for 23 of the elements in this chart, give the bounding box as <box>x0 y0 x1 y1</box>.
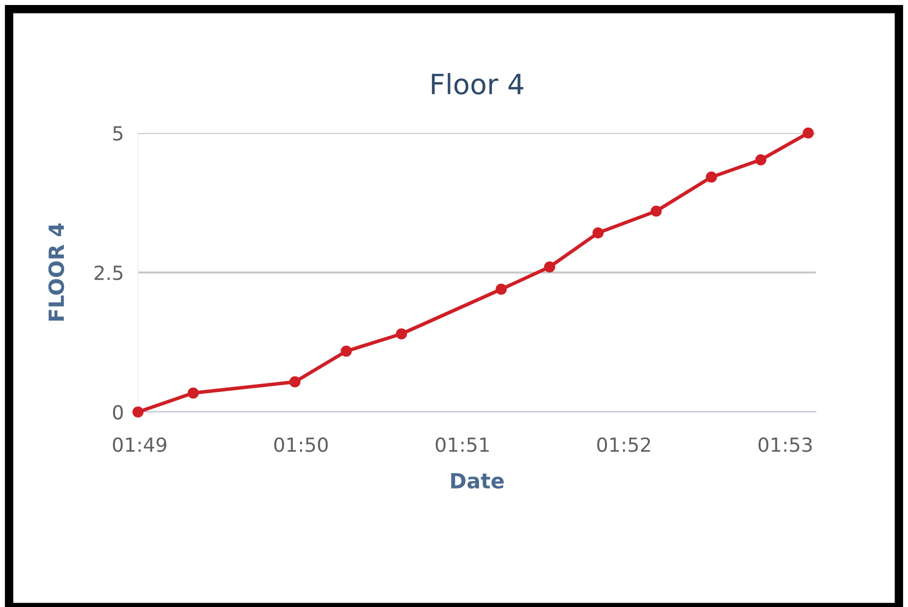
point <box>802 127 814 139</box>
x-tick-label: 01:52 <box>597 437 650 452</box>
point <box>289 376 300 388</box>
point <box>544 261 556 272</box>
point <box>132 406 144 418</box>
y-tick-label: 5 <box>113 126 122 141</box>
x-tick-label: 01:49 <box>112 437 166 452</box>
x-tick-label: 01:53 <box>758 437 812 452</box>
y-axis-title: FLOOR 4 <box>48 223 64 321</box>
y-tick-label: 0 <box>113 404 123 420</box>
point <box>650 206 662 217</box>
chart-title: Floor 4 <box>432 73 524 95</box>
point <box>592 227 604 238</box>
point <box>396 328 408 340</box>
x-tick-label: 01:51 <box>436 437 489 452</box>
point <box>496 284 507 295</box>
point <box>188 387 199 399</box>
y-tick-label: 2.5 <box>94 265 122 280</box>
x-tick-label: 01:50 <box>274 437 328 452</box>
point <box>755 154 766 166</box>
point <box>340 346 352 357</box>
point <box>706 172 717 183</box>
x-axis-title: Date <box>451 473 504 489</box>
